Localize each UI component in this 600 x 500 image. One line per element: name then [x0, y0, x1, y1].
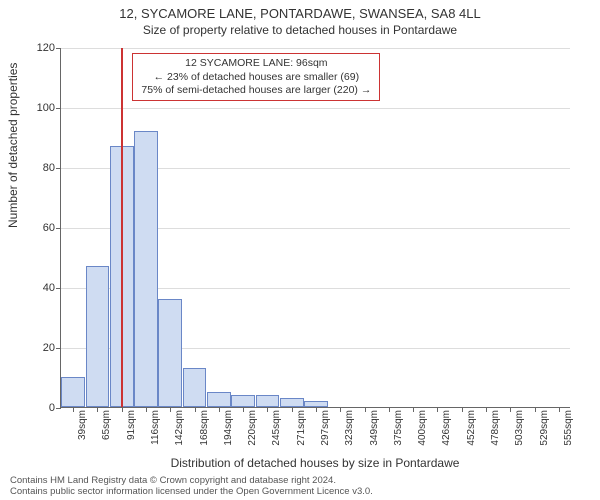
x-tick-mark: [535, 407, 536, 412]
x-tick-mark: [316, 407, 317, 412]
histogram-bar: [134, 131, 158, 407]
histogram-bar: [207, 392, 231, 407]
x-tick-mark: [195, 407, 196, 412]
annotation-line: 75% of semi-detached houses are larger (…: [141, 84, 371, 97]
y-tick-label: 20: [15, 342, 55, 354]
x-tick-mark: [267, 407, 268, 412]
y-axis-label: Number of detached properties: [6, 63, 20, 228]
chart-subtitle: Size of property relative to detached ho…: [0, 21, 600, 41]
x-tick-label: 271sqm: [296, 410, 307, 446]
x-tick-label: 220sqm: [247, 410, 258, 446]
y-tick-label: 60: [15, 222, 55, 234]
x-tick-mark: [486, 407, 487, 412]
x-tick-label: 529sqm: [539, 410, 550, 446]
plot-area: 39sqm65sqm91sqm116sqm142sqm168sqm194sqm2…: [60, 48, 570, 408]
x-tick-mark: [97, 407, 98, 412]
histogram-bar: [86, 266, 110, 407]
histogram-bar: [158, 299, 182, 407]
histogram-bar: [231, 395, 255, 407]
x-tick-label: 168sqm: [199, 410, 210, 446]
y-tick-mark: [56, 108, 61, 109]
y-tick-label: 80: [15, 162, 55, 174]
x-tick-mark: [462, 407, 463, 412]
y-tick-mark: [56, 228, 61, 229]
x-tick-label: 245sqm: [271, 410, 282, 446]
gridline: [61, 108, 570, 109]
x-tick-mark: [122, 407, 123, 412]
chart-title: 12, SYCAMORE LANE, PONTARDAWE, SWANSEA, …: [0, 0, 600, 21]
x-tick-label: 65sqm: [101, 410, 112, 440]
x-tick-label: 375sqm: [393, 410, 404, 446]
x-tick-mark: [292, 407, 293, 412]
x-tick-mark: [146, 407, 147, 412]
annotation-line: ← 23% of detached houses are smaller (69…: [141, 71, 371, 84]
x-tick-mark: [170, 407, 171, 412]
y-tick-label: 120: [15, 42, 55, 54]
property-marker-line: [121, 48, 123, 407]
x-tick-label: 478sqm: [490, 410, 501, 446]
x-tick-label: 503sqm: [514, 410, 525, 446]
annotation-line: 12 SYCAMORE LANE: 96sqm: [141, 57, 371, 70]
x-tick-mark: [219, 407, 220, 412]
histogram-bar: [280, 398, 304, 407]
y-tick-mark: [56, 288, 61, 289]
y-tick-label: 40: [15, 282, 55, 294]
x-tick-label: 194sqm: [223, 410, 234, 446]
x-tick-label: 39sqm: [77, 410, 88, 440]
x-tick-label: 297sqm: [320, 410, 331, 446]
x-axis-label: Distribution of detached houses by size …: [60, 456, 570, 470]
gridline: [61, 48, 570, 49]
histogram-bar: [61, 377, 85, 407]
x-tick-mark: [73, 407, 74, 412]
x-tick-mark: [437, 407, 438, 412]
x-tick-mark: [243, 407, 244, 412]
x-tick-label: 452sqm: [466, 410, 477, 446]
histogram-bar: [256, 395, 280, 407]
chart-container: 12, SYCAMORE LANE, PONTARDAWE, SWANSEA, …: [0, 0, 600, 500]
x-tick-mark: [389, 407, 390, 412]
x-tick-mark: [413, 407, 414, 412]
x-tick-mark: [365, 407, 366, 412]
attribution-footer: Contains HM Land Registry data © Crown c…: [10, 476, 373, 498]
footer-line-2: Contains public sector information licen…: [10, 487, 373, 498]
y-tick-label: 100: [15, 102, 55, 114]
x-tick-label: 426sqm: [441, 410, 452, 446]
x-tick-label: 142sqm: [174, 410, 185, 446]
x-tick-mark: [340, 407, 341, 412]
x-tick-label: 323sqm: [344, 410, 355, 446]
y-tick-mark: [56, 48, 61, 49]
y-tick-mark: [56, 348, 61, 349]
annotation-box: 12 SYCAMORE LANE: 96sqm← 23% of detached…: [132, 53, 380, 100]
x-tick-label: 349sqm: [369, 410, 380, 446]
x-tick-label: 116sqm: [150, 410, 161, 445]
x-tick-label: 555sqm: [563, 410, 574, 446]
x-tick-label: 400sqm: [417, 410, 428, 446]
x-tick-label: 91sqm: [126, 410, 137, 440]
histogram-bar: [183, 368, 207, 407]
y-tick-mark: [56, 408, 61, 409]
y-tick-label: 0: [15, 402, 55, 414]
x-tick-mark: [559, 407, 560, 412]
y-tick-mark: [56, 168, 61, 169]
x-tick-mark: [510, 407, 511, 412]
